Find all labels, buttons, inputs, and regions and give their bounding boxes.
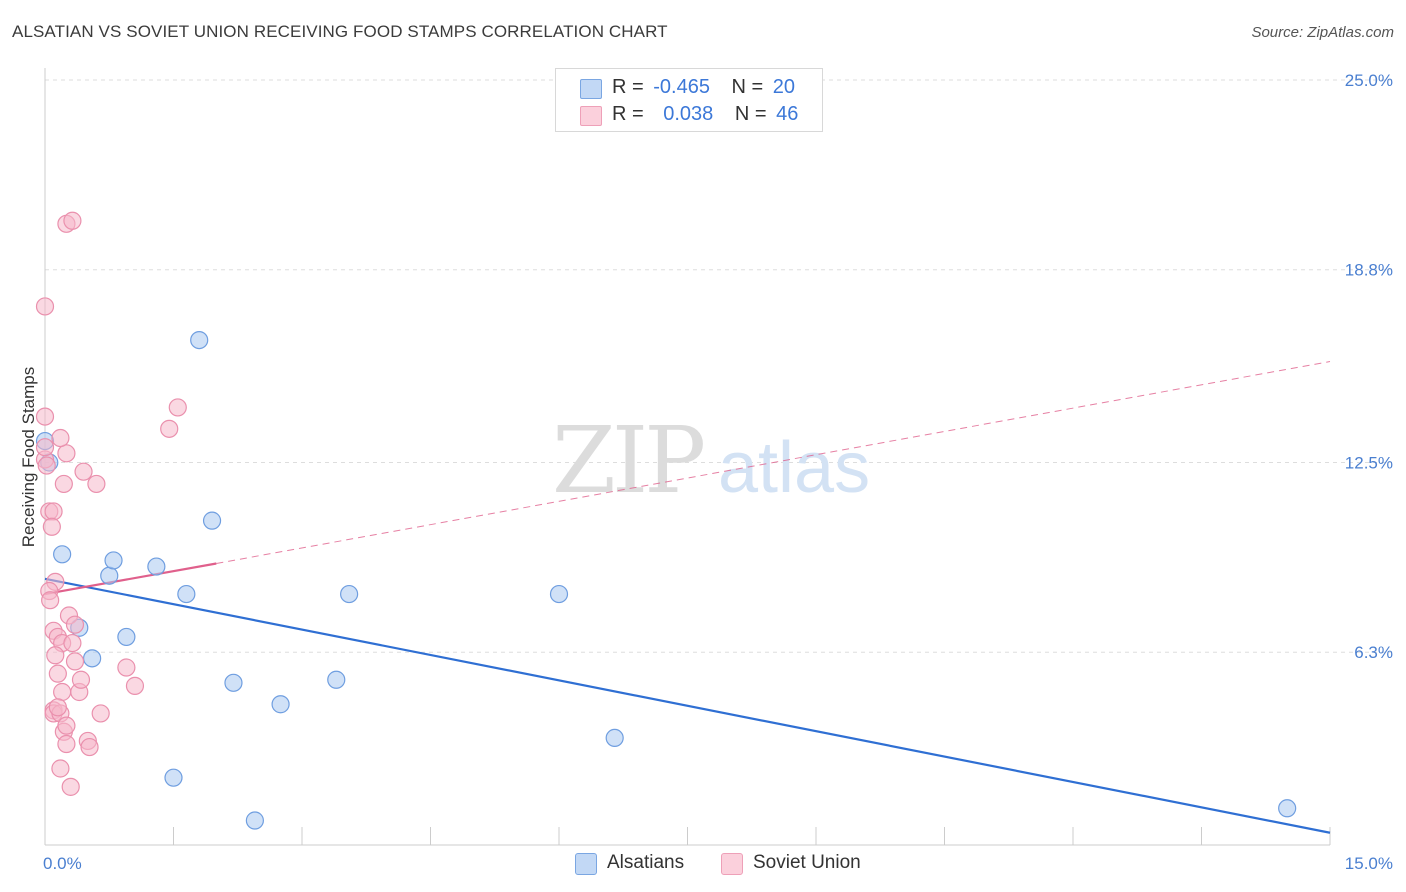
y-tick-label: 12.5% <box>1345 454 1393 473</box>
soviet-union-point <box>87 474 106 494</box>
legend-swatch-soviet-union <box>580 106 602 126</box>
alsatians-point <box>245 811 264 830</box>
alsatians-point <box>1278 799 1297 818</box>
alsatians-point <box>327 670 346 689</box>
soviet-union-point <box>35 407 55 426</box>
soviet-union-point <box>91 704 110 723</box>
alsatians-point <box>147 557 166 576</box>
legend-n-label: N = <box>731 76 764 98</box>
soviet-union-point <box>41 591 60 610</box>
alsatians-point <box>202 511 222 530</box>
legend-n-value: 46 <box>776 103 799 125</box>
correlation-legend: R = -0.465 N = 20 R = 0.038 N = 46 <box>555 68 823 132</box>
y-tick-label: 25.0% <box>1345 71 1393 90</box>
series-swatch-alsatians <box>575 853 597 875</box>
source-label: Source: ZipAtlas.com <box>1251 24 1394 41</box>
chart-title: ALSATIAN VS SOVIET UNION RECEIVING FOOD … <box>12 22 668 41</box>
alsatians-point <box>117 627 136 647</box>
soviet-union-point <box>117 658 136 677</box>
alsatians-point <box>271 695 290 714</box>
data-points <box>35 211 1297 830</box>
soviet-union-point <box>61 777 80 796</box>
soviet-union-point <box>51 759 70 778</box>
soviet-union-trend-extension <box>216 361 1331 564</box>
legend-r-value: 0.038 <box>663 103 714 125</box>
soviet-union-point <box>80 737 99 757</box>
soviet-union-point <box>57 444 76 463</box>
soviet-union-point <box>44 502 63 521</box>
series-swatch-soviet-union <box>721 853 743 875</box>
x-tick-label: 0.0% <box>43 854 82 873</box>
watermark-zip: ZIP <box>552 407 703 514</box>
legend-r-label: R = <box>612 76 644 98</box>
watermark: ZIP atlas <box>552 407 870 514</box>
y-axis-title: Receiving Food Stamps <box>19 367 38 547</box>
alsatians-point <box>100 566 119 585</box>
soviet-union-point <box>48 664 67 683</box>
x-tick-labels: 0.0% 15.0% <box>43 854 1393 873</box>
soviet-union-point <box>53 682 72 702</box>
soviet-union-point <box>51 428 70 448</box>
alsatians-point <box>104 551 123 570</box>
soviet-union-point <box>57 734 76 754</box>
y-tick-label: 18.8% <box>1345 261 1393 280</box>
soviet-union-point <box>168 398 187 417</box>
legend-r-value: -0.465 <box>653 76 710 98</box>
soviet-union-point <box>160 419 179 438</box>
soviet-union-point <box>71 670 91 689</box>
alsatians-point <box>549 584 569 604</box>
soviet-union-point <box>57 716 76 735</box>
soviet-union-point <box>35 438 55 457</box>
alsatians-point <box>53 545 72 564</box>
alsatians-point <box>224 673 243 692</box>
soviet-union-point <box>42 517 61 536</box>
soviet-union-point <box>63 211 82 230</box>
soviet-union-trend-line <box>44 562 217 596</box>
alsatians-trend-line <box>44 577 1331 834</box>
soviet-union-point <box>125 676 145 695</box>
soviet-union-point <box>65 615 85 634</box>
legend-n-label: N = <box>734 103 767 125</box>
soviet-union-point <box>65 652 85 671</box>
y-tick-labels: 6.3% 12.5% 18.8% 25.0% <box>1345 71 1393 662</box>
y-tick-label: 6.3% <box>1354 643 1393 662</box>
legend-r-label: R = <box>612 103 644 125</box>
soviet-union-point <box>35 297 55 316</box>
alsatians-point <box>340 584 359 604</box>
alsatians-point <box>190 331 209 350</box>
soviet-union-point <box>63 633 82 653</box>
alsatians-point <box>177 584 196 604</box>
series-label-soviet-union: Soviet Union <box>753 852 861 873</box>
alsatians-point <box>164 768 183 787</box>
soviet-union-point <box>74 462 93 481</box>
trend-lines <box>44 361 1331 834</box>
legend-n-value: 20 <box>772 76 796 98</box>
legend-swatch-alsatians <box>580 79 602 99</box>
soviet-union-point <box>54 474 73 494</box>
soviet-union-point <box>48 698 67 717</box>
series-label-alsatians: Alsatians <box>607 852 685 873</box>
grid-lines <box>45 79 1392 653</box>
x-tick-label: 15.0% <box>1345 854 1393 873</box>
soviet-union-point <box>37 456 56 475</box>
soviet-union-point <box>46 646 65 665</box>
alsatians-point <box>605 728 624 748</box>
alsatians-point <box>83 649 102 668</box>
watermark-atlas: atlas <box>718 428 870 508</box>
